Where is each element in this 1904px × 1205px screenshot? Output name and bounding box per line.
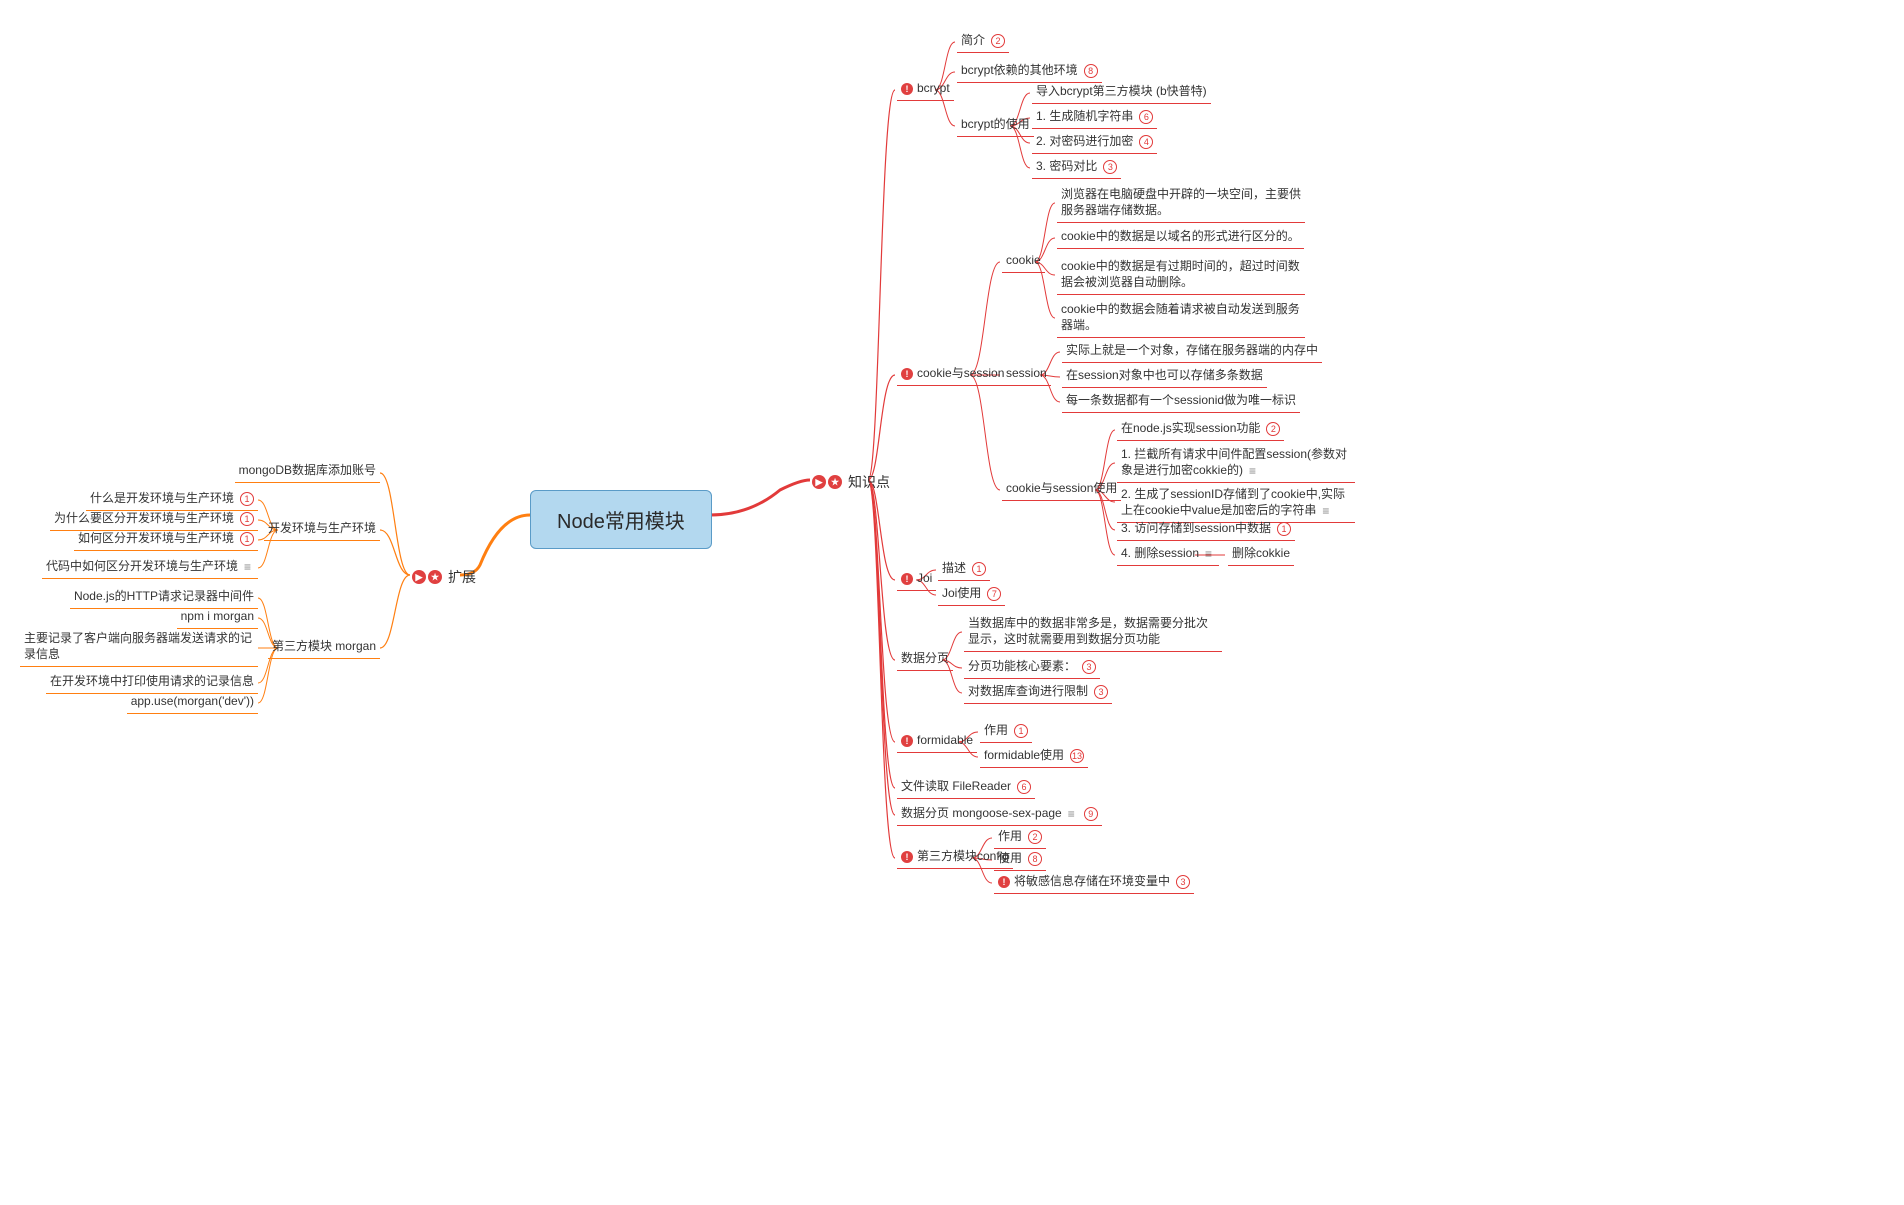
leaf-env-how[interactable]: 如何区分开发环境与生产环境1 [74,528,258,551]
node-env[interactable]: 开发环境与生产环境 [264,518,380,541]
leaf-paging-2[interactable]: 分页功能核心要素：3 [964,656,1100,679]
leaf-cookie-2[interactable]: cookie中的数据是以域名的形式进行区分的。 [1057,226,1304,249]
leaf-morgan-3[interactable]: 主要记录了客户端向服务器端发送请求的记录信息 [20,628,258,667]
notes-icon: ≡ [1249,468,1259,474]
leaf-csuse-0[interactable]: 在node.js实现session功能2 [1117,418,1284,441]
warn-icon: ! [901,735,913,747]
node-joi[interactable]: !Joi [897,568,936,591]
notes-icon: ≡ [1205,551,1215,557]
leaf-bcrypt-s3[interactable]: 3. 密码对比3 [1032,156,1121,179]
leaf-session-3[interactable]: 每一条数据都有一个sessionid做为唯一标识 [1062,390,1300,413]
node-session[interactable]: session [1002,363,1051,386]
leaf-env-code[interactable]: 代码中如何区分开发环境与生产环境≡ [42,556,258,579]
leaf-formidable-1[interactable]: 作用1 [980,720,1032,743]
leaf-csuse-1[interactable]: 1. 拦截所有请求中间件配置session(参数对象是进行加密cokkie的)≡ [1117,444,1355,483]
leaf-bcrypt-import[interactable]: 导入bcrypt第三方模块 (b快普特) [1032,81,1211,104]
branch-right-label: 知识点 [848,472,890,492]
leaf-cookie-1[interactable]: 浏览器在电脑硬盘中开辟的一块空间，主要供服务器端存储数据。 [1057,184,1305,223]
node-paging[interactable]: 数据分页 [897,648,953,671]
leaf-bcrypt-s1[interactable]: 1. 生成随机字符串6 [1032,106,1157,129]
branch-icons-r: ▶★ [812,475,842,489]
branch-right[interactable]: ▶★ 知识点 [812,470,890,494]
branch-icons: ▶★ [412,570,442,584]
warn-icon: ! [901,851,913,863]
leaf-bcrypt-dep[interactable]: bcrypt依赖的其他环境8 [957,60,1102,83]
leaf-morgan-2[interactable]: npm i morgan [177,606,258,629]
branch-left-label: 扩展 [448,567,476,587]
notes-icon: ≡ [244,564,254,570]
leaf-bcrypt-s2[interactable]: 2. 对密码进行加密4 [1032,131,1157,154]
node-cs[interactable]: !cookie与session [897,363,1008,386]
center-label: Node常用模块 [557,511,685,533]
leaf-joi-desc[interactable]: 描述1 [938,558,990,581]
branch-left[interactable]: ▶★ 扩展 [412,565,476,589]
leaf-morgan-5[interactable]: app.use(morgan('dev')) [127,691,258,714]
leaf-config-3[interactable]: !将敏感信息存储在环境变量中3 [994,871,1194,894]
node-cookie[interactable]: cookie [1002,250,1045,273]
leaf-session-2[interactable]: 在session对象中也可以存储多条数据 [1062,365,1267,388]
warn-icon: ! [901,573,913,585]
leaf-bcrypt-intro[interactable]: 简介2 [957,30,1009,53]
leaf-config-2[interactable]: 使用8 [994,848,1046,871]
leaf-paging-1[interactable]: 当数据库中的数据非常多是，数据需要分批次显示，这时就需要用到数据分页功能 [964,613,1222,652]
node-bcrypt-use[interactable]: bcrypt的使用 [957,114,1034,137]
center-node[interactable]: Node常用模块 [530,490,712,549]
leaf-csuse-4b[interactable]: 删除cokkie [1228,543,1294,566]
node-bcrypt[interactable]: !bcrypt [897,78,954,101]
leaf-paging-3[interactable]: 对数据库查询进行限制3 [964,681,1112,704]
notes-icon: ≡ [1068,811,1078,817]
node-morgan[interactable]: 第三方模块 morgan [268,636,380,659]
warn-icon: ! [901,83,913,95]
leaf-mongodb[interactable]: mongoDB数据库添加账号 [235,460,380,483]
leaf-msp[interactable]: 数据分页 mongoose-sex-page≡9 [897,803,1102,826]
leaf-config-1[interactable]: 作用2 [994,826,1046,849]
leaf-session-1[interactable]: 实际上就是一个对象，存储在服务器端的内存中 [1062,340,1322,363]
leaf-filereader[interactable]: 文件读取 FileReader6 [897,776,1035,799]
warn-icon: ! [998,876,1010,888]
node-cs-use[interactable]: cookie与session使用 [1002,478,1121,501]
leaf-joi-use[interactable]: Joi使用7 [938,583,1005,606]
notes-icon: ≡ [1322,508,1332,514]
leaf-formidable-2[interactable]: formidable使用13 [980,745,1088,768]
node-formidable[interactable]: !formidable [897,730,977,753]
leaf-cookie-3[interactable]: cookie中的数据是有过期时间的，超过时间数据会被浏览器自动删除。 [1057,256,1305,295]
leaf-csuse-4a[interactable]: 4. 删除session≡ [1117,543,1219,566]
leaf-csuse-3[interactable]: 3. 访问存储到session中数据1 [1117,518,1295,541]
leaf-cookie-4[interactable]: cookie中的数据会随着请求被自动发送到服务器端。 [1057,299,1305,338]
warn-icon: ! [901,368,913,380]
